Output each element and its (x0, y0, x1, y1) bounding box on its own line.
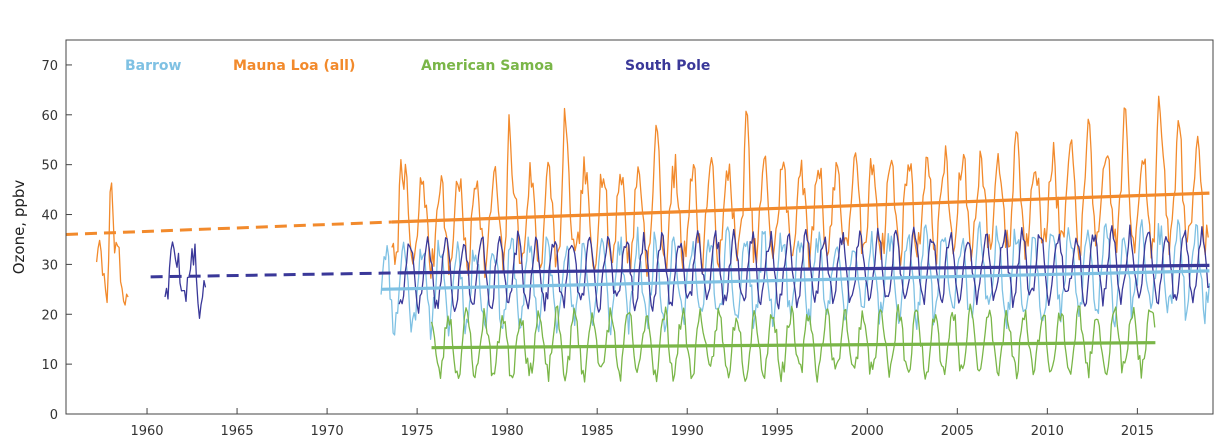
y-tick-label: 0 (50, 408, 58, 423)
series-lines-layer (95, 95, 1211, 383)
x-tick-label: 2010 (1031, 424, 1064, 439)
legend: Barrow Mauna Loa (all) American Samoa South… (125, 58, 710, 74)
y-tick-label: 30 (41, 258, 58, 273)
legend-american-samoa: American Samoa (421, 58, 553, 74)
x-tick-label: 1980 (491, 424, 524, 439)
american-samoa-trend-line (431, 341, 1156, 350)
x-tick-label: 1995 (761, 424, 794, 439)
plot-frame (65, 39, 1214, 415)
ticks-layer: 1960 1965 1970 1975 1980 1985 1990 1995 2000 2005… (41, 59, 1153, 439)
y-tick-label: 50 (41, 159, 58, 174)
x-tick-label: 2015 (1121, 424, 1154, 439)
y-tick-label: 70 (41, 59, 58, 74)
legend-barrow: Barrow (125, 58, 182, 74)
x-tick-label: 1965 (221, 424, 254, 439)
x-tick-label: 1985 (581, 424, 614, 439)
legend-mauna-loa-all: Mauna Loa (all) (233, 58, 355, 74)
south-pole-trend-line (399, 263, 1210, 275)
south-pole-extrapolation-line (150, 271, 400, 279)
mauna-loa-all-extrapolation-line (65, 220, 392, 236)
y-tick-label: 20 (41, 308, 58, 323)
y-tick-label: 10 (41, 358, 58, 373)
legend-south-pole: South Pole (625, 58, 710, 74)
mauna-loa-all-series-line (391, 95, 1209, 279)
barrow-trend-line (381, 269, 1210, 291)
y-axis-title: Ozone, ppbv (10, 180, 28, 275)
x-tick-label: 1970 (311, 424, 344, 439)
axes-layer (65, 39, 1214, 415)
x-tick-label: 1990 (671, 424, 704, 439)
y-tick-label: 60 (41, 109, 58, 124)
x-tick-label: 2000 (851, 424, 884, 439)
south-pole-series-line (398, 224, 1210, 314)
mauna-loa-all-series-line (95, 182, 129, 306)
mauna-loa-all-trend-line (391, 191, 1210, 224)
x-tick-label: 1975 (401, 424, 434, 439)
x-tick-label: 1960 (130, 424, 163, 439)
trend-lines-layer (65, 191, 1210, 350)
x-tick-label: 2005 (941, 424, 974, 439)
y-tick-label: 40 (41, 209, 58, 224)
south-pole-series-line (164, 241, 207, 319)
